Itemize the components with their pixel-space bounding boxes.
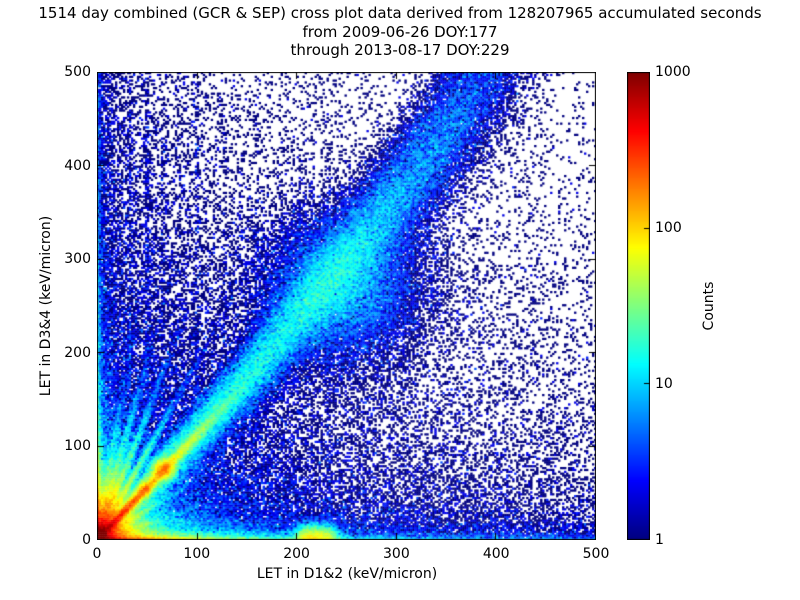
y-tick-label: 300 bbox=[64, 251, 91, 268]
colorbar-tick-label: 100 bbox=[655, 220, 682, 236]
x-tick-label: 400 bbox=[482, 546, 510, 562]
x-tick-label: 100 bbox=[183, 546, 211, 562]
x-tick-label: 0 bbox=[92, 546, 102, 562]
plot-subtitle-from: from 2009-06-26 DOY:177 bbox=[302, 23, 498, 41]
colorbar-canvas bbox=[627, 72, 650, 540]
x-tick-label: 500 bbox=[582, 546, 610, 562]
y-tick-label: 100 bbox=[64, 438, 91, 455]
plot-title: 1514 day combined (GCR & SEP) cross plot… bbox=[38, 4, 762, 22]
colorbar-label: Counts bbox=[701, 281, 717, 331]
y-tick-label: 0 bbox=[82, 532, 91, 548]
y-tick-label: 500 bbox=[64, 64, 91, 80]
plot-subtitle-through: through 2013-08-17 DOY:229 bbox=[290, 41, 510, 59]
colorbar-tick-label: 1 bbox=[655, 532, 664, 548]
y-axis-label: LET in D3&4 (keV/micron) bbox=[38, 215, 54, 397]
x-tick-label: 200 bbox=[283, 546, 310, 562]
heatmap-canvas bbox=[97, 72, 596, 540]
colorbar-tick-label: 1000 bbox=[655, 64, 691, 80]
y-tick-label: 200 bbox=[64, 344, 91, 361]
x-tick-label: 300 bbox=[383, 546, 410, 562]
x-axis-label: LET in D1&2 (keV/micron) bbox=[256, 566, 438, 582]
colorbar-tick-label: 10 bbox=[655, 376, 673, 392]
y-tick-label: 400 bbox=[64, 157, 91, 174]
